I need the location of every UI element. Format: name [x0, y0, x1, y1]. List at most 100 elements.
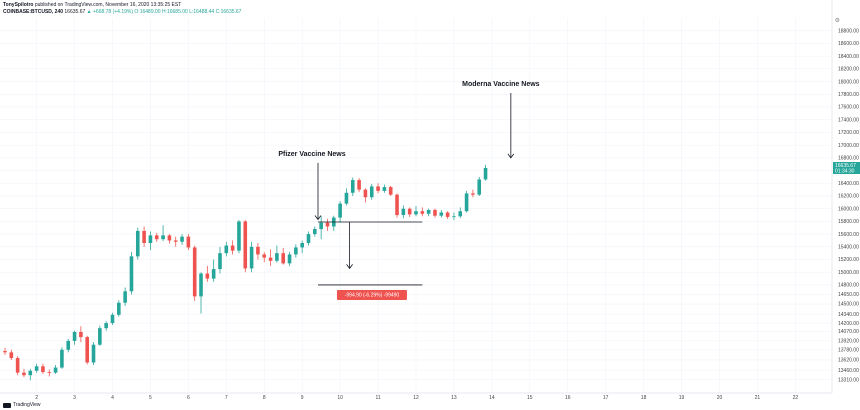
x-tick-label: 21	[755, 395, 761, 401]
candle-body	[123, 291, 127, 303]
last-price: 16635.67	[64, 9, 86, 15]
y-tick-label: 17000.00	[838, 143, 859, 149]
x-tick-label: 16	[565, 395, 571, 401]
candle-body	[306, 234, 311, 243]
candle-body	[401, 208, 406, 216]
candle-body	[249, 246, 254, 269]
y-tick-label: 15000.00	[838, 270, 859, 276]
annotations-layer: Pfizer Vaccine News Moderna Vaccine News…	[278, 81, 540, 300]
x-tick-label: 14	[489, 395, 495, 401]
y-axis: 13310.00 13460.00 13620.00 13780.00 13920.00…	[831, 0, 859, 393]
candle-body	[180, 236, 184, 242]
candle-body	[85, 337, 89, 363]
candle-body	[104, 323, 108, 329]
candle-body	[458, 211, 463, 217]
candle-body	[142, 230, 146, 243]
candle-body	[376, 186, 380, 191]
y-tick-label: 14500.00	[838, 302, 859, 308]
candle-body	[471, 193, 475, 195]
candle-body	[395, 194, 399, 216]
candle-body	[319, 222, 323, 230]
y-tick-label: 16400.00	[838, 181, 859, 187]
candle-body	[363, 189, 368, 198]
candle-body	[129, 256, 134, 292]
ohlc-values: O:16489.00 H:16685.00 L:16488.44 C:16635…	[134, 9, 242, 15]
y-tick-label: 18000.00	[838, 79, 859, 85]
candle-body	[275, 253, 279, 261]
x-tick-label: 18	[641, 395, 647, 401]
candle-body	[433, 209, 437, 216]
candle-body	[154, 235, 159, 240]
candle-body	[420, 211, 425, 214]
y-tick-label: 15200.00	[838, 257, 859, 263]
candle-body	[382, 187, 387, 191]
y-tick-label: 15800.00	[838, 219, 859, 225]
current-price-text: 16635.67	[835, 163, 856, 169]
y-tick-label: 13920.00	[838, 339, 859, 345]
candle-body	[110, 314, 115, 324]
candle-body	[79, 331, 83, 338]
x-tick-label: 7	[225, 395, 228, 401]
candle-body	[47, 372, 52, 373]
candle-body	[15, 358, 20, 373]
candle-body	[192, 247, 197, 297]
tradingview-logo-icon	[3, 402, 11, 408]
candle-body	[173, 240, 178, 242]
candle-body	[300, 243, 304, 248]
countdown-text: 01:34:30	[835, 169, 855, 175]
measure-arrowhead	[346, 264, 353, 270]
candle-body	[224, 245, 229, 254]
price-change: ▲ +668.78 (+4.19%)	[86, 9, 134, 15]
candle-body	[243, 221, 248, 269]
logo-text: TradingView	[13, 402, 41, 408]
candle-body	[464, 193, 469, 212]
candle-body	[281, 253, 286, 264]
y-tick-label: 16200.00	[838, 194, 859, 200]
candle-body	[66, 340, 71, 350]
candle-body	[53, 367, 58, 373]
y-tick-label: 17600.00	[838, 105, 859, 111]
y-tick-label: 14340.00	[838, 312, 859, 318]
y-tick-label: 17400.00	[838, 117, 859, 123]
candle-body	[483, 168, 488, 180]
settings-icon[interactable]: ⚙	[834, 18, 840, 24]
x-axis: 2 3 4 5 6 7 8 9 10 11 12 13 14 15 16 17 18 19 20 21 22	[0, 392, 832, 401]
candle-body	[369, 186, 374, 198]
y-tick-label: 16000.00	[838, 206, 859, 212]
candle-body	[426, 209, 431, 214]
candle-body	[338, 203, 342, 218]
candle-body	[262, 254, 267, 258]
candle-body	[186, 236, 191, 248]
x-tick-label: 8	[263, 395, 266, 401]
candle-body	[148, 235, 153, 243]
x-tick-label: 15	[527, 395, 533, 401]
tradingview-logo[interactable]: TradingView	[3, 402, 41, 408]
candle-body	[34, 366, 39, 371]
candle-body	[325, 222, 330, 227]
y-tick-label: 14200.00	[838, 321, 859, 327]
candle-body	[230, 245, 235, 251]
candle-body	[287, 254, 292, 264]
x-tick-label: 13	[451, 395, 457, 401]
moderna-arrowhead	[507, 153, 515, 159]
x-tick-label: 5	[149, 395, 152, 401]
x-tick-label: 4	[111, 395, 114, 401]
y-tick-label: 14650.00	[838, 292, 859, 298]
candle-body	[237, 221, 241, 251]
measure-label: -994.90 (-6.29%) -99490	[345, 293, 400, 299]
y-tick-label: 15600.00	[838, 232, 859, 238]
y-tick-label: 18800.00	[838, 28, 859, 34]
x-tick-label: 6	[187, 395, 190, 401]
y-tick-label: 17800.00	[838, 92, 859, 98]
candle-body	[72, 331, 77, 341]
candle-body	[41, 366, 45, 373]
y-tick-label: 15400.00	[838, 245, 859, 251]
candle-body	[199, 273, 203, 297]
x-tick-label: 12	[413, 395, 419, 401]
candle-body	[350, 180, 355, 193]
x-tick-label: 19	[679, 395, 685, 401]
x-tick-label: 2	[35, 395, 38, 401]
current-price-tag	[833, 162, 860, 174]
candle-body	[28, 370, 33, 376]
